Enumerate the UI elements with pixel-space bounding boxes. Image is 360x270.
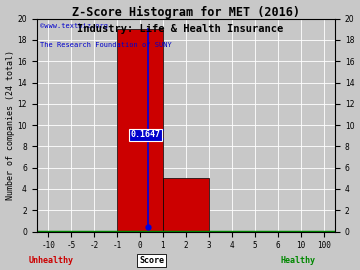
Bar — [163, 178, 209, 232]
Y-axis label: Number of companies (24 total): Number of companies (24 total) — [5, 50, 14, 200]
Text: Industry: Life & Health Insurance: Industry: Life & Health Insurance — [77, 24, 283, 34]
Text: Healthy: Healthy — [280, 256, 315, 265]
Bar — [117, 29, 163, 232]
Text: 0.1647: 0.1647 — [130, 130, 160, 139]
Text: Score: Score — [139, 256, 164, 265]
Text: ©www.textbiz.org: ©www.textbiz.org — [40, 23, 108, 29]
Title: Z-Score Histogram for MET (2016): Z-Score Histogram for MET (2016) — [72, 6, 300, 19]
Text: Unhealthy: Unhealthy — [29, 256, 74, 265]
Text: The Research Foundation of SUNY: The Research Foundation of SUNY — [40, 42, 171, 48]
